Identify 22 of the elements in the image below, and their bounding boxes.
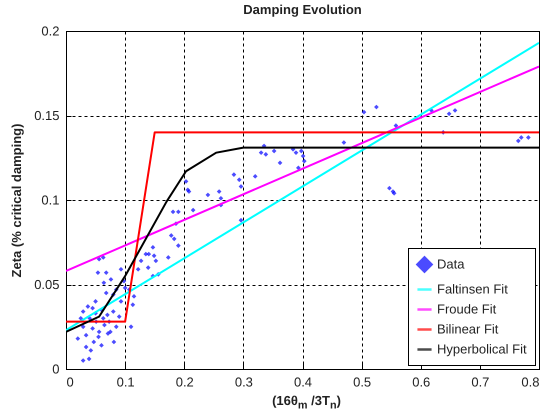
- y-tick-label: 0: [52, 362, 60, 376]
- x-tick-label: 0.1: [116, 374, 135, 390]
- x-axis-title: (16θ$_{m}$ /3T$_{n}$): [271, 393, 342, 412]
- x-tick-label: 0.6: [412, 374, 430, 390]
- x-tick-label: 0.3: [234, 374, 253, 390]
- y-tick-label: 0.05: [34, 277, 60, 292]
- legend-label: Hyperbolical Fit: [437, 342, 527, 356]
- x-tick-label: 0.2: [176, 374, 194, 390]
- legend-label: Faltinsen Fit: [437, 282, 508, 296]
- y-axis-title: Zeta (% critical damping): [9, 124, 24, 278]
- x-tick-label: 0.8: [521, 374, 540, 390]
- legend-label: Data: [437, 256, 466, 272]
- legend-label: Bilinear Fit: [437, 322, 499, 336]
- y-tick-label: 0.1: [41, 192, 60, 208]
- y-tick-label: 0.15: [34, 108, 60, 123]
- chart-title: Damping Evolution: [243, 2, 362, 17]
- x-tick-label: 0.7: [471, 374, 490, 390]
- x-tick-label: 0.5: [353, 374, 372, 390]
- legend-label: Froude Fit: [437, 302, 497, 316]
- x-tick-label: 0.4: [294, 374, 312, 390]
- x-tick-label: 0: [66, 374, 74, 390]
- y-tick-label: 0.2: [41, 24, 60, 38]
